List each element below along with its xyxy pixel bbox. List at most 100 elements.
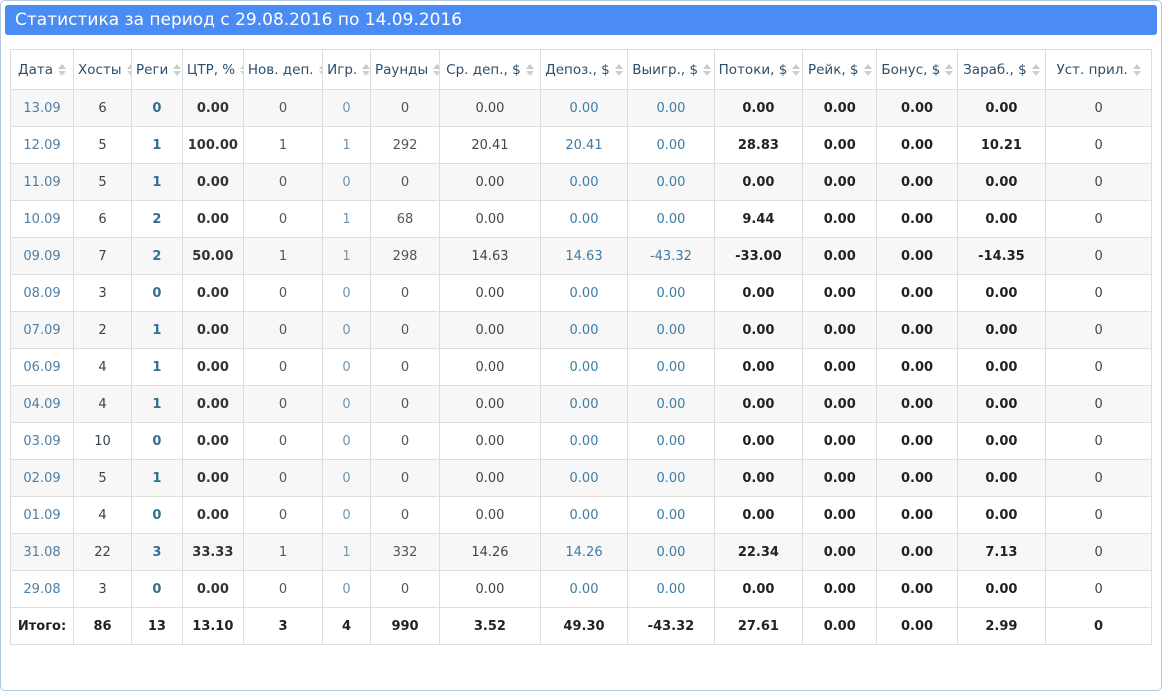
cell-new_dep: 1	[242, 126, 324, 164]
cell-earned: 0.00	[956, 311, 1047, 349]
column-header-bonus[interactable]: Бонус, $	[876, 49, 958, 90]
sort-icon	[433, 63, 439, 76]
cell-avg_dep: 0.00	[439, 459, 541, 497]
cell-players: 0	[322, 89, 371, 127]
sort-icon	[863, 63, 872, 76]
cell-rake: 0.00	[802, 348, 878, 386]
column-header-label: Игр.	[327, 61, 358, 78]
cell-regs: 1	[131, 311, 183, 349]
column-header-regs[interactable]: Реги	[131, 49, 183, 90]
cell-flows: 0.00	[713, 496, 804, 534]
cell-rounds: 292	[369, 126, 441, 164]
cell-date[interactable]: 12.09	[9, 126, 75, 164]
cell-date[interactable]: 01.09	[9, 496, 75, 534]
cell-ctr: 33.33	[181, 533, 244, 571]
column-header-rounds[interactable]: Раунды	[369, 49, 441, 90]
column-header-winnings[interactable]: Выигр., $	[627, 49, 715, 90]
cell-rounds: 0	[369, 163, 441, 201]
cell-flows: 9.44	[713, 200, 804, 238]
column-header-new_dep[interactable]: Нов. деп.	[242, 49, 324, 90]
cell-rake: 0.00	[802, 570, 878, 608]
cell-avg_dep: 20.41	[439, 126, 541, 164]
cell-new_dep: 0	[242, 274, 324, 312]
cell-regs: 1	[131, 126, 183, 164]
cell-players: 0	[322, 163, 371, 201]
cell-ctr: 0.00	[181, 459, 244, 497]
column-header-date[interactable]: Дата	[9, 49, 75, 90]
cell-winnings: 0.00	[627, 570, 715, 608]
cell-deposits: 0.00	[539, 459, 629, 497]
cell-players: 1	[322, 126, 371, 164]
cell-rake: 0.00	[802, 237, 878, 275]
cell-deposits: 14.26	[539, 533, 629, 571]
cell-bonus: 0.00	[876, 385, 958, 423]
cell-rake: 0.00	[802, 496, 878, 534]
cell-date[interactable]: 02.09	[9, 459, 75, 497]
column-header-avg_dep[interactable]: Ср. деп., $	[439, 49, 541, 90]
cell-deposits: 0.00	[539, 311, 629, 349]
panel-title: Статистика за период с 29.08.2016 по 14.…	[5, 5, 1157, 35]
cell-winnings: 0.00	[627, 385, 715, 423]
sort-icon	[240, 63, 243, 76]
cell-new_dep: 0	[242, 570, 324, 608]
cell-date[interactable]: 09.09	[9, 237, 75, 275]
cell-date[interactable]: 08.09	[9, 274, 75, 312]
cell-new_dep: 0	[242, 385, 324, 423]
cell-date[interactable]: 06.09	[9, 348, 75, 386]
cell-date[interactable]: 10.09	[9, 200, 75, 238]
column-header-rake[interactable]: Рейк, $	[802, 49, 878, 90]
cell-flows: 28.83	[713, 126, 804, 164]
cell-deposits: 14.63	[539, 237, 629, 275]
cell-ctr: 0.00	[181, 311, 244, 349]
cell-date[interactable]: 29.08	[9, 570, 75, 608]
cell-flows: -33.00	[713, 237, 804, 275]
cell-rake: 0.00	[802, 459, 878, 497]
cell-date[interactable]: 03.09	[9, 422, 75, 460]
cell-winnings: 0.00	[627, 89, 715, 127]
column-header-label: Ср. деп., $	[446, 61, 521, 78]
column-header-label: Раунды	[374, 61, 429, 78]
cell-players: 0	[322, 422, 371, 460]
column-header-earned[interactable]: Зараб., $	[956, 49, 1047, 90]
cell-players: 0	[322, 348, 371, 386]
cell-bonus: 0.00	[876, 311, 958, 349]
cell-earned: 0.00	[956, 348, 1047, 386]
cell-hosts: 10	[73, 422, 132, 460]
cell-new_dep: 0	[242, 89, 324, 127]
cell-installs: 0	[1045, 533, 1152, 571]
cell-players: 1	[322, 237, 371, 275]
column-header-ctr[interactable]: ЦТР, %	[181, 49, 244, 90]
column-header-flows[interactable]: Потоки, $	[713, 49, 804, 90]
sort-icon	[126, 63, 131, 76]
totals-cell-deposits: 49.30	[539, 607, 629, 645]
column-header-installs[interactable]: Уст. прил.	[1045, 49, 1152, 90]
cell-earned: 0.00	[956, 496, 1047, 534]
column-header-label: ЦТР, %	[186, 61, 236, 78]
table-row: 03.09 10 0 0.00 0 0 0 0.00 0.00 0.00 0.00 0.00 0.00 0…	[9, 422, 1152, 460]
column-header-label: Хосты	[78, 61, 122, 78]
cell-regs: 2	[131, 237, 183, 275]
cell-hosts: 6	[73, 89, 132, 127]
cell-date[interactable]: 13.09	[9, 89, 75, 127]
cell-new_dep: 1	[242, 533, 324, 571]
cell-winnings: 0.00	[627, 126, 715, 164]
cell-players: 0	[322, 570, 371, 608]
cell-flows: 0.00	[713, 163, 804, 201]
cell-avg_dep: 0.00	[439, 89, 541, 127]
column-header-hosts[interactable]: Хосты	[73, 49, 132, 90]
cell-rake: 0.00	[802, 311, 878, 349]
table-row: 06.09 4 1 0.00 0 0 0 0.00 0.00 0.00 0.00 0.00 0.00 0.…	[9, 348, 1152, 386]
cell-rounds: 0	[369, 385, 441, 423]
cell-installs: 0	[1045, 422, 1152, 460]
cell-flows: 0.00	[713, 348, 804, 386]
cell-date[interactable]: 11.09	[9, 163, 75, 201]
cell-winnings: 0.00	[627, 163, 715, 201]
cell-date[interactable]: 31.08	[9, 533, 75, 571]
column-header-deposits[interactable]: Депоз., $	[539, 49, 629, 90]
cell-winnings: 0.00	[627, 533, 715, 571]
totals-cell-bonus: 0.00	[876, 607, 958, 645]
cell-date[interactable]: 07.09	[9, 311, 75, 349]
column-header-players[interactable]: Игр.	[322, 49, 371, 90]
cell-flows: 0.00	[713, 422, 804, 460]
cell-date[interactable]: 04.09	[9, 385, 75, 423]
